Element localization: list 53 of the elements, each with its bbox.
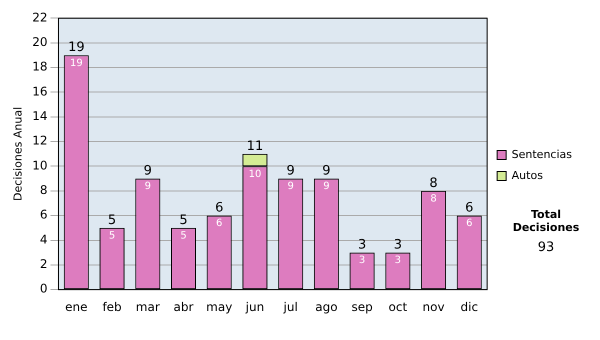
x-tick-label: may [206,300,232,314]
y-tick-label: 20 [32,35,48,49]
y-tick-label: 16 [32,84,48,98]
x-tick-label: ago [315,300,338,314]
total-label: 6 [215,200,224,216]
data-label: 9 [323,181,330,192]
data-label: 5 [108,230,116,242]
x-tick-label: mar [136,300,160,314]
data-label: 6 [466,218,472,230]
total-label: 6 [465,200,474,216]
x-tick-label: jul [282,300,298,314]
x-tick-label: oct [388,300,408,314]
total-label: 5 [108,212,116,228]
data-label: 5 [180,230,187,242]
data-label: 9 [144,181,151,192]
total-label: 11 [246,138,264,154]
data-label: 3 [394,255,402,266]
data-label: 19 [70,58,83,69]
total-label: 8 [429,176,438,191]
y-tick-label: 6 [40,208,48,222]
data-label: 10 [248,168,262,180]
y-axis-title: Decisiones Anual [11,106,24,201]
total-label: 9 [322,163,331,178]
data-label: 6 [216,218,222,230]
y-tick-label: 10 [32,158,48,172]
data-label: 9 [287,181,294,192]
legend-label: Autos [512,168,544,182]
data-label: 3 [358,255,366,266]
y-tick-label: 18 [32,60,48,74]
legend-label: Sentencias [512,148,572,161]
y-tick-label: 14 [32,109,48,124]
x-tick-label: feb [102,300,122,314]
x-tick-label: dic [460,300,478,314]
y-tick-label: 4 [40,232,48,246]
x-tick-label: ene [65,300,88,314]
total-label: 9 [286,163,295,178]
total-label: 3 [394,237,402,252]
y-tick-label: 2 [40,257,48,272]
text: 93 [536,240,556,255]
x-tick-label: abr [174,300,194,314]
x-tick-label: nov [422,300,445,314]
y-tick-label: 22 [32,10,48,24]
total-label: 9 [144,163,152,178]
y-tick-label: 12 [32,134,48,148]
y-tick-label: 0 [40,282,48,296]
x-tick-label: sep [351,300,373,314]
total-label: 19 [68,40,85,56]
data-label: 8 [430,194,437,205]
total-label: 5 [179,212,188,228]
y-tick-label: 8 [40,183,48,198]
text: Total Decisiones [512,208,580,234]
total-label: 3 [358,237,366,252]
x-tick-label: jun [244,300,264,314]
